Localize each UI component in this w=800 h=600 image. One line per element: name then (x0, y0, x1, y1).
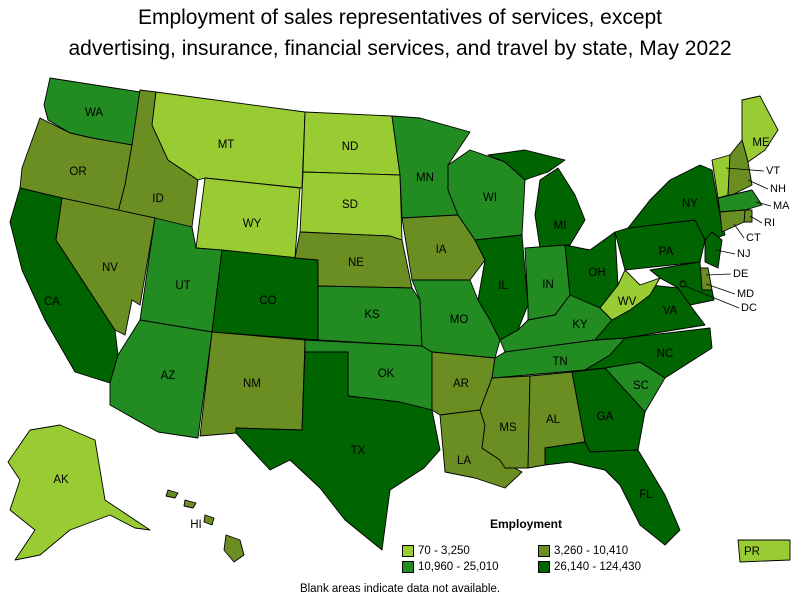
label-OR: OR (69, 166, 86, 178)
label-WI: WI (483, 192, 497, 204)
legend-swatch-tier3 (402, 561, 414, 573)
label-OH: OH (588, 267, 605, 279)
label-GA: GA (597, 411, 614, 423)
label-NY: NY (682, 198, 698, 210)
label-IA: IA (436, 244, 447, 256)
label-AK: AK (53, 474, 69, 486)
label-ND: ND (342, 141, 359, 153)
legend-item-tier2: 3,260 - 10,410 (538, 545, 628, 559)
title-line-1: Employment of sales representatives of s… (137, 6, 663, 29)
state-NH[interactable] (727, 139, 753, 196)
legend-item-tier1: 70 - 3,250 (402, 545, 470, 559)
state-ME[interactable] (741, 95, 779, 163)
label-RI: RI (764, 217, 775, 229)
title-line-2: advertising, insurance, financial servic… (68, 37, 732, 60)
label-SC: SC (633, 380, 649, 392)
legend-label-tier3: 10,960 - 25,010 (418, 561, 499, 574)
label-SD: SD (342, 199, 358, 211)
state-PR[interactable] (737, 539, 791, 563)
label-HI: HI (190, 519, 202, 531)
legend-swatch-tier2 (538, 545, 550, 557)
legend-item-tier4: 26,140 - 124,430 (538, 561, 641, 575)
label-MS: MS (499, 422, 517, 434)
label-VT: VT (766, 165, 780, 177)
label-KY: KY (572, 319, 588, 331)
label-NC: NC (657, 348, 674, 360)
label-VA: VA (663, 305, 678, 317)
label-DC: DC (741, 302, 757, 314)
label-MN: MN (416, 172, 434, 184)
label-OK: OK (378, 368, 395, 380)
label-IN: IN (542, 279, 554, 291)
legend-swatch-tier1 (402, 545, 414, 557)
label-MO: MO (450, 314, 469, 326)
legend-label-tier1: 70 - 3,250 (418, 545, 470, 558)
label-CO: CO (259, 295, 276, 307)
state-HI[interactable] (165, 489, 245, 563)
state-NJ[interactable] (704, 231, 723, 269)
label-UT: UT (175, 280, 190, 292)
label-MI: MI (554, 220, 567, 232)
legend-label-tier2: 3,260 - 10,410 (554, 545, 629, 558)
label-PA: PA (659, 246, 674, 258)
label-NE: NE (348, 257, 364, 269)
label-AL: AL (546, 414, 561, 426)
label-MD: MD (737, 288, 754, 300)
state-shapes (7, 77, 791, 563)
legend-item-tier3: 10,960 - 25,010 (402, 561, 499, 575)
label-TX: TX (351, 445, 366, 457)
state-labels: WA OR CA ID NV MT WY UT AZ CO NM ND SD N… (44, 107, 790, 558)
availability-note: Blank areas indicate data not available. (299, 583, 501, 595)
label-MT: MT (218, 139, 235, 151)
label-AZ: AZ (161, 370, 176, 382)
label-CT: CT (746, 232, 761, 244)
label-PR: PR (744, 546, 760, 558)
label-LA: LA (457, 455, 471, 467)
state-MA[interactable] (717, 189, 763, 213)
label-AR: AR (453, 378, 469, 390)
callout-leaders (684, 167, 772, 309)
map-title: Employment of sales representatives of s… (0, 2, 800, 64)
legend-label-tier4: 26,140 - 124,430 (554, 561, 641, 574)
state-CT[interactable] (719, 209, 746, 233)
state-MO[interactable] (411, 279, 501, 359)
label-NH: NH (770, 183, 786, 195)
label-ID: ID (152, 193, 164, 205)
legend-title: Employment (490, 517, 563, 531)
label-IL: IL (498, 280, 508, 292)
state-AK[interactable] (7, 424, 151, 561)
state-NC[interactable] (584, 327, 713, 379)
label-FL: FL (639, 489, 653, 501)
label-NM: NM (243, 378, 261, 390)
label-WY: WY (243, 218, 262, 230)
legend-swatch-tier4 (538, 561, 550, 573)
label-NJ: NJ (737, 248, 750, 260)
label-TN: TN (552, 356, 567, 368)
state-WV[interactable] (599, 269, 661, 321)
state-FL[interactable] (544, 441, 681, 546)
label-WA: WA (85, 107, 103, 119)
label-ME: ME (752, 137, 770, 149)
state-TX[interactable] (235, 351, 441, 551)
label-KS: KS (364, 309, 380, 321)
state-DC[interactable] (679, 280, 687, 288)
label-MA: MA (773, 200, 790, 212)
label-NV: NV (102, 262, 118, 274)
state-MI[interactable] (487, 149, 586, 249)
label-CA: CA (44, 296, 60, 308)
label-DE: DE (733, 268, 748, 280)
label-WV: WV (618, 296, 637, 308)
